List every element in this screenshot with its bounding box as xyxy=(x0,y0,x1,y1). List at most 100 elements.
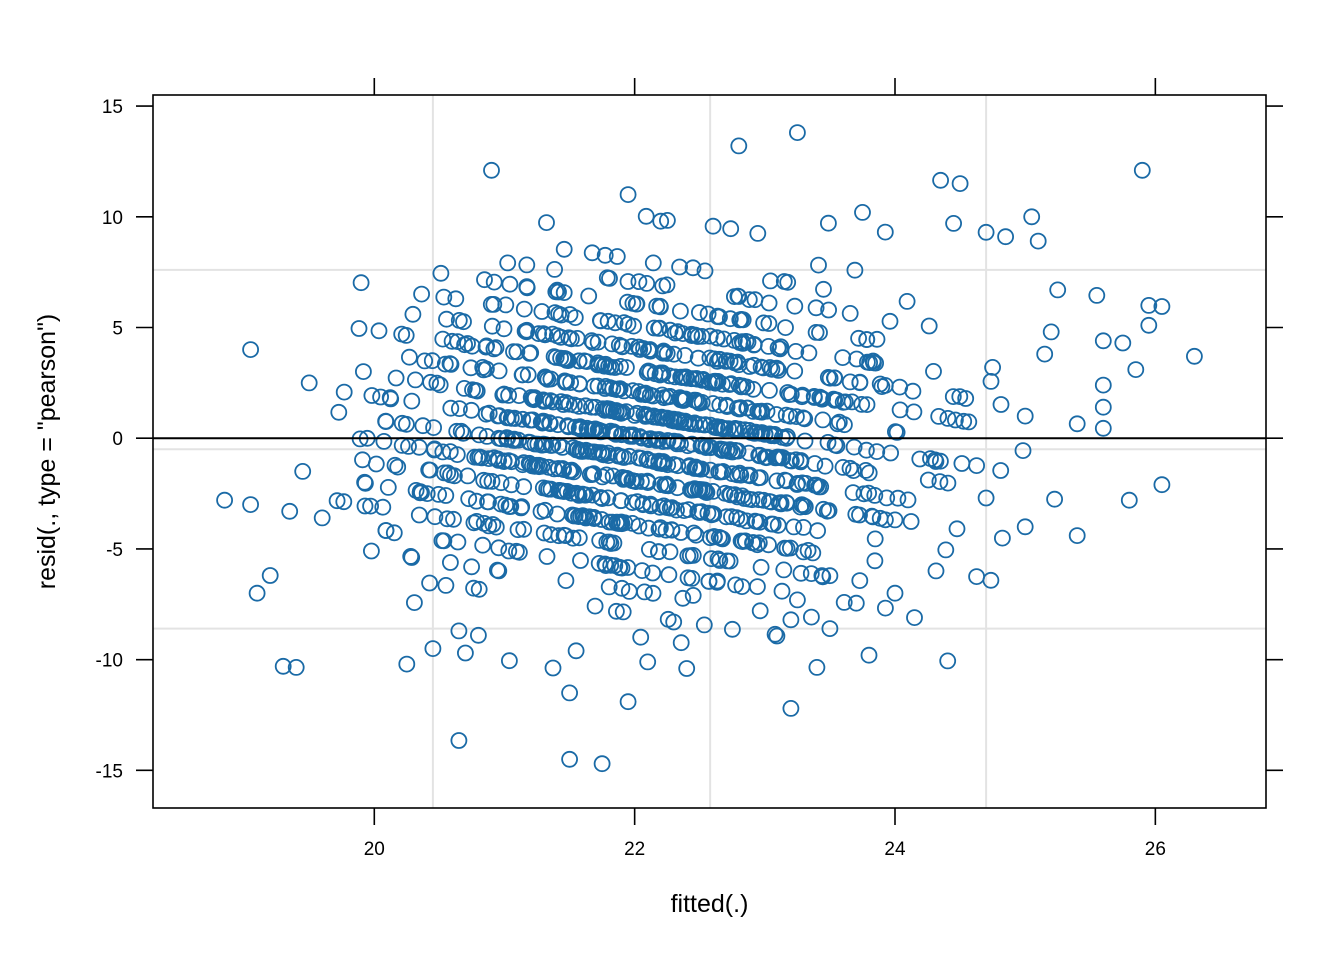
data-point xyxy=(448,446,466,464)
data-point xyxy=(851,373,869,391)
data-point xyxy=(738,512,755,530)
data-point xyxy=(590,356,608,374)
data-point xyxy=(957,390,975,407)
data-point xyxy=(681,458,698,476)
data-point xyxy=(1014,442,1032,460)
data-point xyxy=(623,472,641,489)
data-point xyxy=(722,375,740,393)
data-point xyxy=(450,311,468,329)
data-point xyxy=(354,363,372,381)
data-point xyxy=(475,361,493,379)
data-point xyxy=(585,377,603,395)
data-point xyxy=(489,407,507,425)
data-point xyxy=(261,567,279,584)
data-point xyxy=(1016,518,1034,536)
data-point xyxy=(602,535,620,552)
data-point xyxy=(759,448,777,466)
data-point xyxy=(848,350,865,368)
data-point xyxy=(362,497,380,515)
data-point xyxy=(600,447,617,465)
data-point xyxy=(385,524,403,542)
data-point xyxy=(947,411,964,429)
data-point xyxy=(659,477,677,495)
data-point xyxy=(877,599,894,617)
data-point xyxy=(467,381,484,399)
data-point xyxy=(672,435,689,453)
data-point xyxy=(641,541,658,558)
data-point xyxy=(672,634,690,652)
data-point xyxy=(612,448,630,466)
data-point xyxy=(630,273,648,291)
data-point xyxy=(411,483,429,501)
data-point xyxy=(637,207,655,225)
data-point xyxy=(1127,361,1145,379)
data-point xyxy=(723,508,740,526)
data-point xyxy=(655,389,673,407)
data-point xyxy=(1049,281,1067,299)
data-point xyxy=(599,400,616,418)
data-point xyxy=(836,393,854,411)
data-point xyxy=(450,622,468,640)
data-point xyxy=(927,562,945,580)
data-point xyxy=(663,521,681,539)
data-point xyxy=(768,627,786,645)
data-point xyxy=(683,570,701,587)
data-point xyxy=(734,311,752,329)
data-point xyxy=(577,397,594,415)
data-point xyxy=(610,336,628,354)
data-point xyxy=(570,486,588,504)
data-point xyxy=(476,271,493,289)
data-point xyxy=(834,349,852,367)
data-point xyxy=(522,455,539,473)
data-point xyxy=(756,425,774,443)
data-point xyxy=(644,387,662,405)
data-point xyxy=(709,550,727,568)
data-point xyxy=(469,626,487,644)
data-point xyxy=(919,471,937,489)
data-point xyxy=(1088,286,1106,304)
data-point xyxy=(693,327,711,345)
data-point xyxy=(1046,490,1063,508)
data-point xyxy=(687,458,705,476)
data-point xyxy=(815,500,832,518)
data-point xyxy=(729,287,747,305)
data-point xyxy=(555,240,573,258)
data-point xyxy=(413,484,430,502)
data-point xyxy=(813,390,830,408)
data-point xyxy=(727,576,744,594)
data-point xyxy=(930,407,948,425)
data-point xyxy=(792,564,810,582)
data-point xyxy=(640,451,658,469)
data-point xyxy=(435,288,453,306)
data-point xyxy=(724,620,741,638)
data-point xyxy=(535,524,553,542)
data-point xyxy=(1114,334,1132,352)
data-point xyxy=(578,419,596,437)
data-point xyxy=(743,491,761,509)
data-point xyxy=(782,385,800,403)
data-point xyxy=(860,464,878,482)
y-tick-label: 15 xyxy=(102,97,123,118)
data-point xyxy=(500,542,518,560)
data-point xyxy=(898,292,916,310)
data-point xyxy=(799,542,817,559)
data-point xyxy=(555,284,573,302)
data-point xyxy=(242,496,260,514)
data-point xyxy=(374,498,392,516)
data-point xyxy=(628,295,646,313)
data-point xyxy=(370,322,388,340)
data-point xyxy=(463,337,481,355)
data-point xyxy=(533,457,551,475)
data-point xyxy=(424,640,442,657)
data-point xyxy=(1068,415,1086,433)
data-point xyxy=(514,366,531,384)
data-point xyxy=(586,597,604,615)
data-point xyxy=(362,542,380,560)
data-point xyxy=(709,572,726,590)
data-point xyxy=(608,602,625,620)
data-point xyxy=(769,516,787,534)
data-point xyxy=(363,387,381,404)
data-point xyxy=(951,175,969,193)
data-point xyxy=(851,572,869,589)
data-point xyxy=(350,320,368,337)
